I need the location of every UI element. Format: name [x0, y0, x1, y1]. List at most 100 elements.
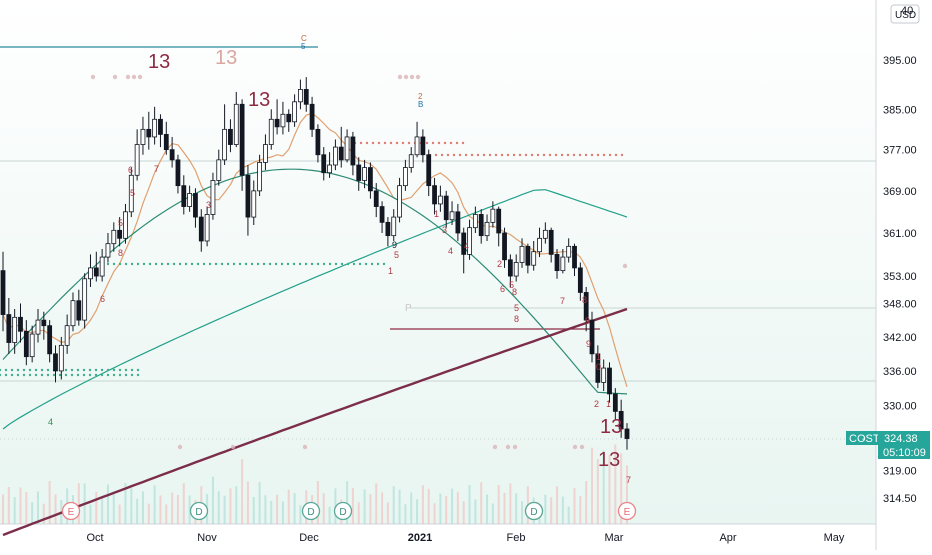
candle[interactable]	[47, 320, 53, 363]
candle[interactable]	[612, 388, 618, 421]
candle[interactable]	[461, 227, 467, 274]
candle[interactable]	[595, 345, 601, 389]
candle[interactable]	[624, 423, 630, 450]
candle[interactable]	[292, 94, 297, 127]
candle[interactable]	[175, 154, 181, 194]
candle[interactable]	[315, 124, 321, 163]
earnings-marker[interactable]: E	[61, 501, 81, 521]
candle[interactable]	[187, 185, 193, 212]
candle[interactable]	[117, 217, 123, 247]
dividend-marker[interactable]: D	[524, 501, 544, 521]
candle[interactable]	[105, 232, 111, 263]
candle[interactable]	[303, 77, 309, 112]
candle[interactable]	[35, 309, 41, 343]
candle[interactable]	[426, 149, 432, 197]
candle[interactable]	[554, 249, 560, 279]
candle[interactable]	[478, 209, 484, 244]
candle[interactable]	[402, 159, 408, 191]
candle[interactable]	[146, 111, 152, 150]
candle[interactable]	[163, 121, 169, 155]
candle[interactable]	[338, 126, 344, 168]
candle[interactable]	[373, 183, 379, 218]
candle[interactable]	[327, 152, 332, 178]
earnings-marker[interactable]: E	[617, 501, 637, 521]
candle[interactable]	[368, 162, 373, 199]
candle[interactable]	[484, 214, 490, 241]
candle[interactable]	[443, 190, 449, 228]
candle[interactable]	[437, 185, 443, 212]
currency-button[interactable]: USD	[890, 4, 920, 24]
candle[interactable]	[58, 336, 64, 380]
candle[interactable]	[76, 289, 82, 326]
candle[interactable]	[228, 119, 233, 153]
candle[interactable]	[263, 134, 268, 171]
candle[interactable]	[99, 249, 105, 282]
candle[interactable]	[618, 399, 624, 438]
candle[interactable]	[204, 206, 210, 247]
candle[interactable]	[280, 101, 286, 135]
candle[interactable]	[333, 139, 338, 171]
price-axis[interactable]: 395.00 385.00 377.00 369.00 361.00 353.00 348.…	[883, 55, 917, 505]
candle[interactable]	[140, 116, 146, 155]
candle[interactable]	[449, 201, 455, 226]
candle[interactable]	[88, 254, 93, 287]
candle[interactable]	[583, 286, 589, 332]
candle[interactable]	[420, 129, 426, 163]
candle[interactable]	[222, 104, 228, 165]
candle[interactable]	[239, 99, 245, 191]
candle[interactable]	[519, 238, 525, 268]
candle[interactable]	[257, 154, 262, 197]
candle[interactable]	[309, 96, 315, 137]
candle[interactable]	[542, 222, 548, 244]
candle[interactable]	[350, 131, 356, 176]
candle[interactable]	[607, 362, 612, 403]
candle[interactable]	[245, 164, 251, 236]
candle[interactable]	[560, 249, 566, 274]
candle[interactable]	[41, 311, 47, 340]
candle[interactable]	[467, 219, 472, 260]
candle[interactable]	[577, 262, 583, 301]
dividend-marker[interactable]: D	[189, 501, 209, 521]
candle[interactable]	[572, 243, 577, 277]
candle[interactable]	[496, 206, 502, 247]
candle[interactable]	[82, 273, 88, 329]
candle[interactable]	[344, 129, 350, 163]
candle[interactable]	[152, 106, 158, 145]
candle[interactable]	[128, 167, 134, 218]
dividend-marker[interactable]: D	[301, 501, 321, 521]
candle[interactable]	[298, 79, 303, 110]
candle[interactable]	[566, 238, 572, 263]
candle[interactable]	[64, 314, 70, 354]
candle[interactable]	[397, 177, 402, 223]
candle[interactable]	[548, 227, 554, 263]
candle[interactable]	[29, 325, 35, 363]
candle[interactable]	[111, 222, 117, 252]
candle[interactable]	[53, 345, 58, 383]
candle[interactable]	[216, 149, 222, 186]
candle[interactable]	[385, 217, 391, 247]
event-markers[interactable]: EDDDEDE	[61, 501, 637, 521]
candle[interactable]	[233, 91, 239, 148]
candle[interactable]	[169, 136, 175, 168]
candle[interactable]	[455, 203, 461, 241]
candle[interactable]	[70, 292, 76, 332]
candle[interactable]	[408, 147, 414, 173]
candle[interactable]	[93, 251, 99, 282]
candle[interactable]	[531, 240, 537, 271]
candle[interactable]	[268, 109, 274, 150]
candle[interactable]	[507, 254, 513, 287]
candle[interactable]	[589, 311, 595, 363]
candle[interactable]	[391, 209, 397, 241]
candle[interactable]	[198, 209, 204, 252]
candle[interactable]	[356, 157, 362, 191]
candle[interactable]	[502, 227, 507, 268]
candle[interactable]	[472, 206, 478, 233]
dividend-marker[interactable]: D	[333, 501, 353, 521]
candle[interactable]	[414, 121, 420, 158]
candle[interactable]	[18, 303, 23, 343]
candle[interactable]	[432, 177, 437, 215]
candle[interactable]	[210, 172, 216, 220]
candle[interactable]	[525, 243, 531, 274]
